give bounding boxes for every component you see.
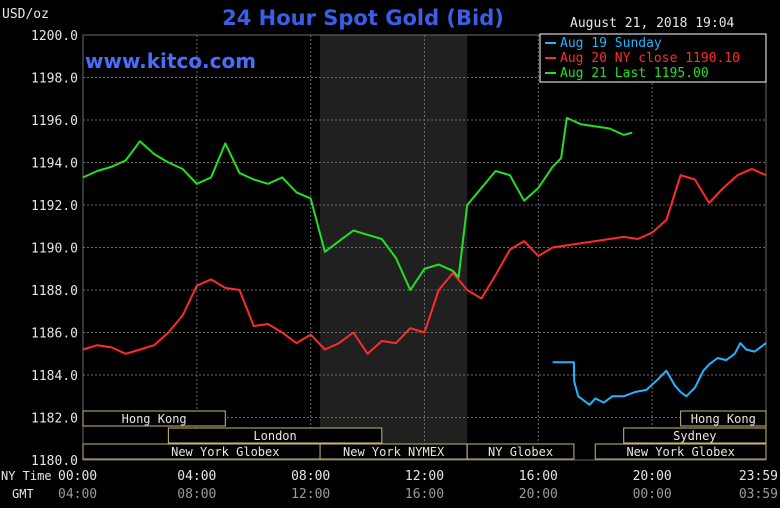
session-label: Sydney xyxy=(673,429,716,443)
session-label: New York Globex xyxy=(171,445,279,459)
x-tick-label-ny: 23:59 xyxy=(739,469,778,484)
x-tick-label-gmt: 16:00 xyxy=(405,487,444,502)
session-box: Sydney xyxy=(623,427,767,444)
series-line-0 xyxy=(552,342,767,406)
y-tick-label: 1182.0 xyxy=(31,412,78,427)
legend-box xyxy=(539,33,767,83)
x-tick-label-gmt: 04:00 xyxy=(58,487,97,502)
y-tick-label: 1188.0 xyxy=(31,284,78,299)
y-tick-label: 1192.0 xyxy=(31,199,78,214)
grid-lines xyxy=(82,34,767,461)
series-line-2 xyxy=(82,116,633,291)
session-box-rect xyxy=(82,410,226,427)
y-tick-label: 1186.0 xyxy=(31,327,78,342)
session-label: Hong Kong xyxy=(122,412,187,426)
session-label: New York Globex xyxy=(626,445,734,459)
session-box: Hong Kong xyxy=(680,410,767,427)
axis-labels: 1200.0 1198.0 1196.0 1194.0 1192.0 1190.0 1188… xyxy=(31,29,778,502)
session-box: New York NYMEX xyxy=(319,443,468,460)
timestamp: August 21, 2018 19:04 xyxy=(570,16,735,31)
session-box: London xyxy=(167,427,383,444)
x-tick-label-ny: 20:00 xyxy=(633,469,672,484)
y-tick-label: 1184.0 xyxy=(31,369,78,384)
chart-title: 24 Hour Spot Gold (Bid) xyxy=(222,6,504,30)
session-box-rect xyxy=(680,410,767,427)
x-tick-label-gmt: 00:00 xyxy=(633,487,672,502)
gmt-label: GMT xyxy=(12,487,34,501)
legend-label: Aug 19 Sunday xyxy=(560,36,662,51)
ny-time-label: NY Time xyxy=(1,469,52,483)
nymex-shaded-region xyxy=(320,35,468,460)
session-label: NY Globex xyxy=(488,445,553,459)
session-box-rect xyxy=(167,427,383,444)
x-tick-label-ny: 04:00 xyxy=(177,469,216,484)
x-tick-label-ny: 12:00 xyxy=(405,469,444,484)
plot-border xyxy=(82,34,767,461)
session-label: New York NYMEX xyxy=(343,445,445,459)
x-tick-label-ny: 16:00 xyxy=(519,469,558,484)
y-tick-label: 1190.0 xyxy=(31,242,78,257)
session-box: Hong Kong xyxy=(82,410,226,427)
session-box: NY Globex xyxy=(466,443,575,460)
nymex-shade-rect xyxy=(320,35,468,460)
x-tick-label-gmt: 08:00 xyxy=(177,487,216,502)
legend-label: Aug 21 Last 1195.00 xyxy=(560,66,709,81)
session-box: New York Globex xyxy=(82,443,369,460)
series-line-1 xyxy=(82,167,767,355)
session-box: New York Globex xyxy=(594,443,767,460)
session-label: London xyxy=(253,429,296,443)
x-tick-label-gmt: 12:00 xyxy=(291,487,330,502)
y-tick-label: 1200.0 xyxy=(31,29,78,44)
session-label: Hong Kong xyxy=(691,412,756,426)
legend-label: Aug 20 NY close 1190.10 xyxy=(560,51,740,66)
y-tick-label: 1180.0 xyxy=(31,454,78,469)
series-lines xyxy=(82,116,767,406)
x-tick-label-gmt: 03:59 xyxy=(739,487,778,502)
y-tick-label: 1196.0 xyxy=(31,114,78,129)
session-box-rect xyxy=(466,443,575,460)
x-tick-label-gmt: 20:00 xyxy=(519,487,558,502)
watermark-url: www.kitco.com xyxy=(85,49,256,73)
y-tick-label: 1194.0 xyxy=(31,157,78,172)
session-box-rect xyxy=(594,443,767,460)
session-box-rect xyxy=(623,427,767,444)
y-tick-label: 1198.0 xyxy=(31,72,78,87)
unit-label: USD/oz xyxy=(2,7,49,22)
session-boxes: Hong Kong London New York Globex New York N… xyxy=(82,410,767,460)
x-tick-label-ny: 00:00 xyxy=(58,469,97,484)
x-tick-label-ny: 08:00 xyxy=(291,469,330,484)
